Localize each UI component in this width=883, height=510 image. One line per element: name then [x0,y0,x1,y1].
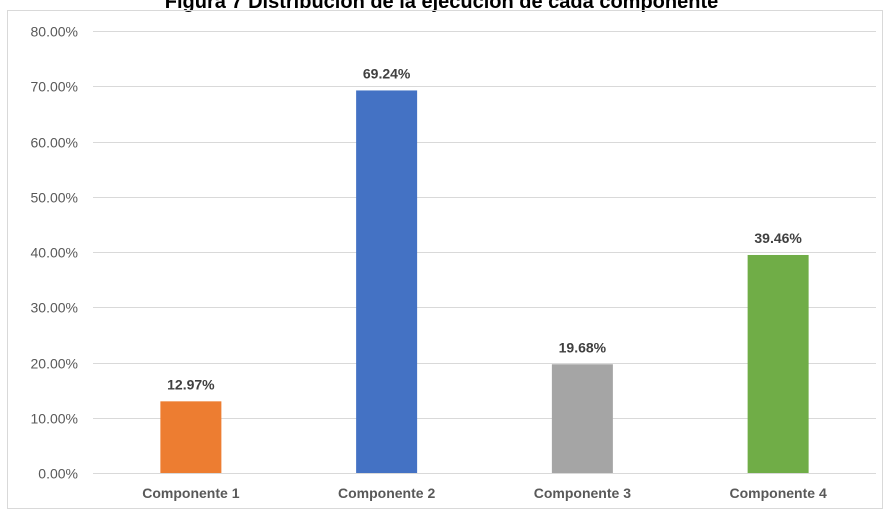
y-tick-label: 40.00% [31,245,78,261]
bar [747,254,809,473]
y-tick-label: 60.00% [31,135,78,151]
y-tick-label: 80.00% [31,24,78,40]
x-tick-label: Componente 4 [730,485,827,501]
y-tick-label: 70.00% [31,79,78,95]
chart-title: Figura 7 Distribución de la ejecución de… [164,0,719,13]
y-tick-label: 0.00% [38,466,78,482]
x-tick-label: Componente 3 [534,485,631,501]
bar-value-label: 19.68% [559,339,607,355]
y-tick-label: 30.00% [31,300,78,316]
bar [551,364,613,473]
bar-value-label: 69.24% [363,65,411,81]
bar-value-label: 12.97% [167,376,215,392]
bar-value-label: 39.46% [754,230,802,246]
y-tick-label: 20.00% [31,356,78,372]
x-tick-label: Componente 2 [338,485,435,501]
y-tick-label: 10.00% [31,411,78,427]
x-tick-label: Componente 1 [142,485,239,501]
bar [356,90,418,473]
bar [160,401,222,473]
y-tick-label: 50.00% [31,190,78,206]
